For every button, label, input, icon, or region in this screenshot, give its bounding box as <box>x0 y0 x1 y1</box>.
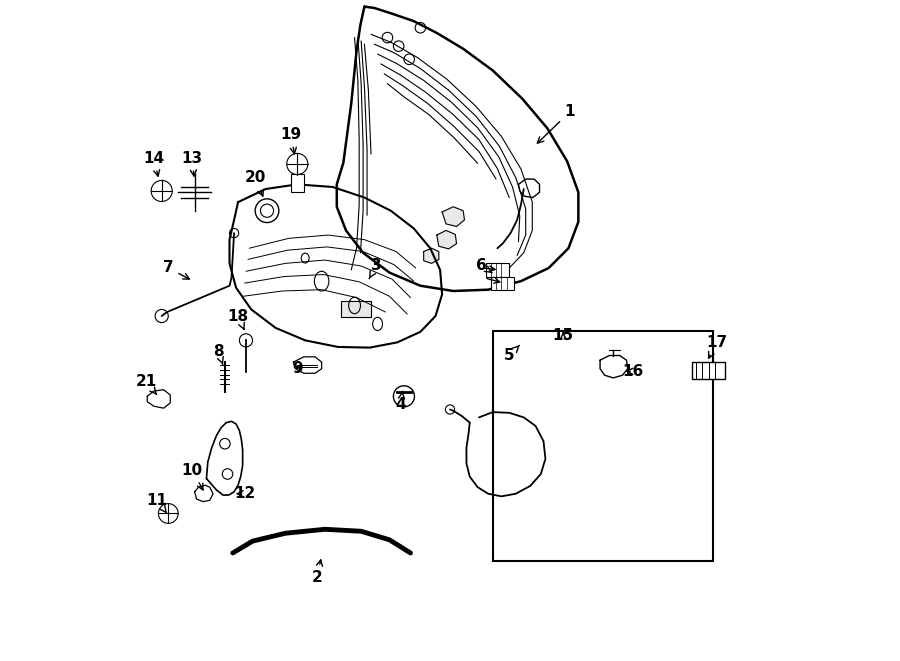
Bar <box>493 330 714 561</box>
Polygon shape <box>293 357 321 373</box>
FancyBboxPatch shape <box>692 362 725 379</box>
Text: 11: 11 <box>147 493 167 513</box>
Polygon shape <box>436 231 456 249</box>
FancyBboxPatch shape <box>491 276 514 290</box>
Text: 14: 14 <box>143 151 165 176</box>
Text: 8: 8 <box>213 344 223 364</box>
Text: 15: 15 <box>553 329 574 343</box>
Text: 12: 12 <box>234 486 256 501</box>
FancyBboxPatch shape <box>485 263 508 276</box>
Polygon shape <box>230 184 442 348</box>
Text: 18: 18 <box>228 309 248 329</box>
Text: 13: 13 <box>182 151 202 176</box>
Text: 2: 2 <box>311 560 322 585</box>
Polygon shape <box>442 207 464 227</box>
Polygon shape <box>194 485 213 502</box>
Polygon shape <box>206 421 243 495</box>
Text: 16: 16 <box>623 364 644 379</box>
Text: 20: 20 <box>245 171 266 196</box>
Polygon shape <box>148 390 170 408</box>
Text: 6: 6 <box>476 258 492 274</box>
Text: 10: 10 <box>182 463 203 490</box>
Text: 5: 5 <box>504 346 519 363</box>
Text: 4: 4 <box>395 391 406 412</box>
Polygon shape <box>518 179 539 198</box>
Polygon shape <box>337 7 579 291</box>
Polygon shape <box>341 301 371 317</box>
Text: 17: 17 <box>706 335 727 358</box>
Text: 9: 9 <box>292 361 302 376</box>
Text: 7: 7 <box>163 260 190 279</box>
Text: 1: 1 <box>537 104 575 143</box>
Polygon shape <box>424 249 439 263</box>
Polygon shape <box>600 356 627 378</box>
Text: 19: 19 <box>280 127 302 154</box>
Text: 21: 21 <box>135 374 157 395</box>
FancyBboxPatch shape <box>291 174 304 192</box>
Text: 3: 3 <box>369 258 382 279</box>
